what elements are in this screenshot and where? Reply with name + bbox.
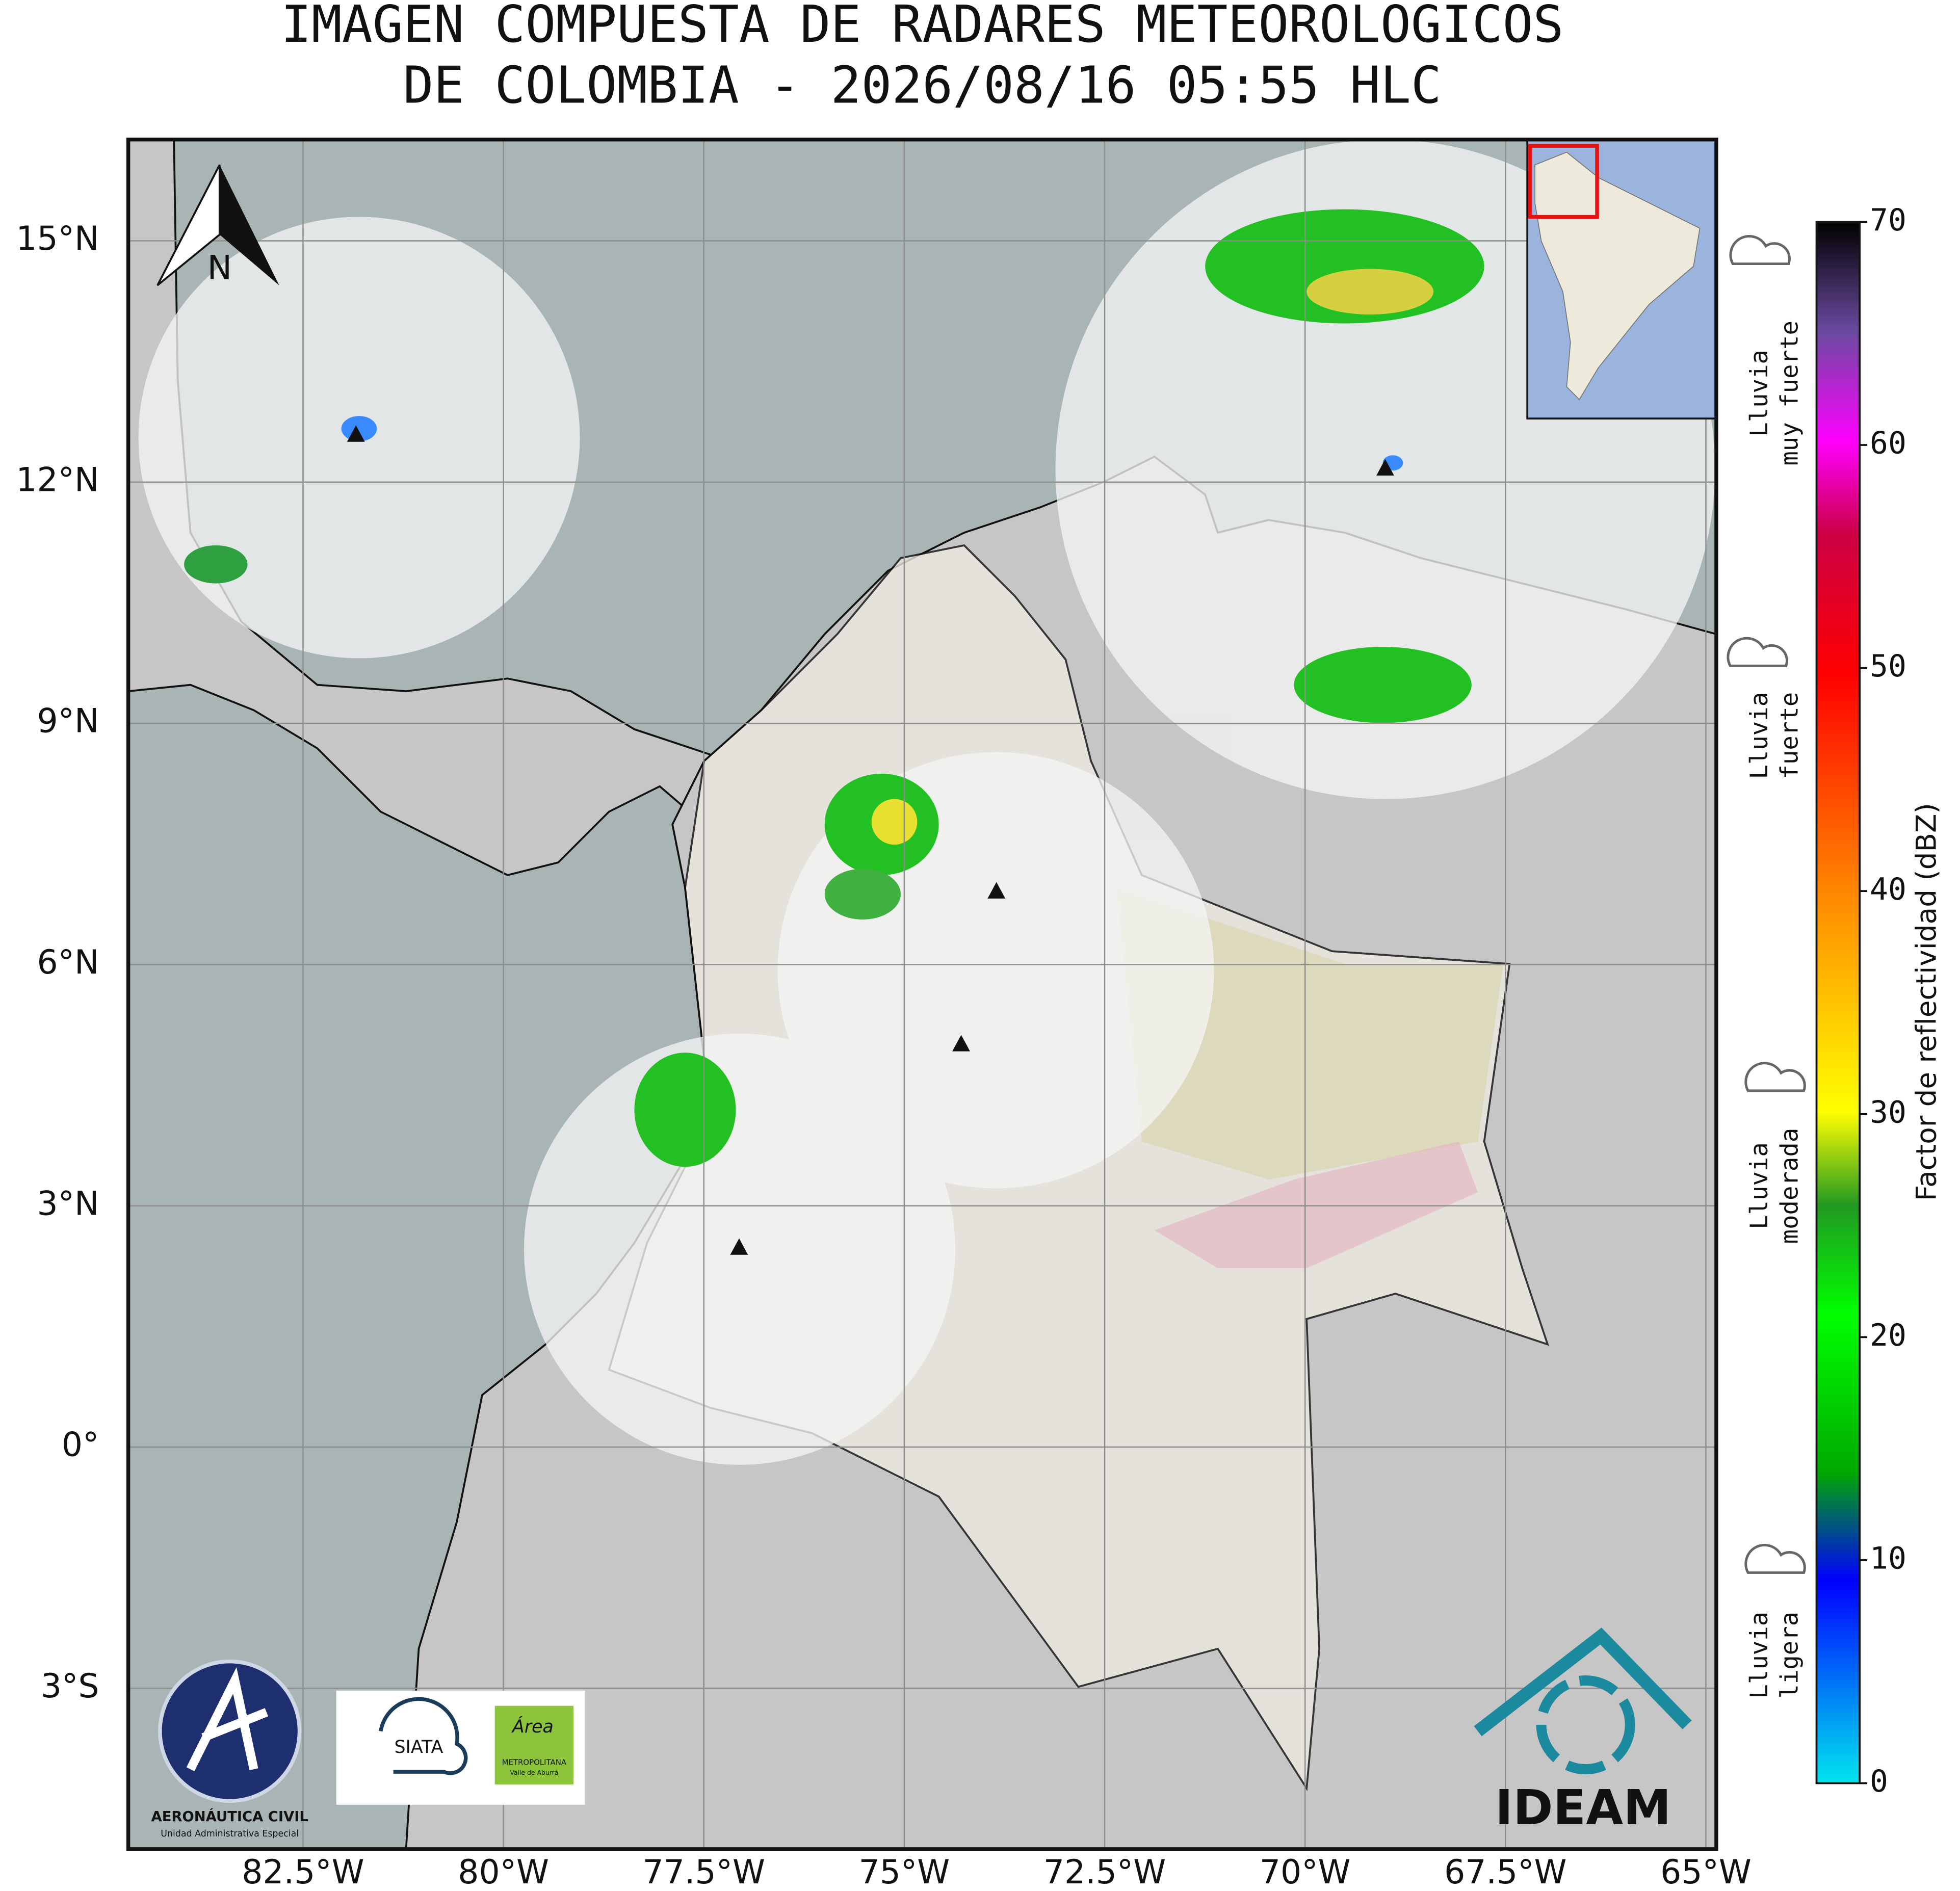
area-logo xyxy=(494,1705,574,1784)
legend-text: Lluvia xyxy=(1745,692,1773,779)
x-tick-label: 67.5°W xyxy=(1444,1853,1566,1891)
inset-map xyxy=(1526,139,1716,419)
radar-site xyxy=(952,1035,970,1052)
title-line: DE COLOMBIA - 2026/08/16 05:55 HLC xyxy=(403,57,1442,115)
colorbar-tick-label: 0 xyxy=(1870,1764,1888,1799)
legend-text: Lluvia xyxy=(1745,1142,1773,1229)
legend-text: Lluvia xyxy=(1745,1612,1773,1699)
x-tick-label: 75°W xyxy=(859,1853,950,1891)
map-body xyxy=(128,139,1716,1849)
logo-text: AERONÁUTICA CIVIL xyxy=(151,1808,308,1825)
axes: 82.5°W 80°W 77.5°W 75°W 72.5°W 70°W 67.5°W 65°W… xyxy=(16,220,1751,1891)
rain-echoes xyxy=(184,209,1484,1167)
colorbar-tick-label: 10 xyxy=(1870,1541,1906,1577)
legend-text: ligera xyxy=(1776,1612,1804,1699)
y-tick-label: 6°N xyxy=(37,943,99,982)
radar-site xyxy=(347,425,365,442)
colorbar-tick-label: 70 xyxy=(1870,203,1906,238)
legend-text: fuerte xyxy=(1776,692,1804,779)
terrain xyxy=(1154,1141,1478,1269)
colorbar-tick-label: 50 xyxy=(1870,649,1906,684)
colorbar-tick-label: 40 xyxy=(1870,872,1906,907)
colorbar xyxy=(1815,221,1861,1784)
y-tick-label: 0° xyxy=(62,1426,99,1464)
logos: AERONÁUTICA CIVIL Unidad Administrativa … xyxy=(151,1627,1692,1839)
logo-text: METROPOLITANA xyxy=(502,1758,567,1767)
grid xyxy=(128,139,1716,1849)
legend-text: moderada xyxy=(1776,1128,1804,1244)
legend-text: Lluvia xyxy=(1745,350,1773,437)
y-tick-label: 9°N xyxy=(37,702,99,741)
logo-text: SIATA xyxy=(394,1737,443,1757)
colorbar-ticks: 0 10 20 30 40 50 60 70 xyxy=(1860,203,1906,1799)
radar-site xyxy=(730,1238,748,1255)
colorbar-tick-label: 60 xyxy=(1870,426,1906,461)
x-tick-label: 80°W xyxy=(458,1853,549,1891)
y-tick-label: 15°N xyxy=(16,220,99,258)
y-tick-label: 3°N xyxy=(37,1185,99,1223)
logo-text: IDEAM xyxy=(1495,1780,1671,1836)
legend-text: muy fuerte xyxy=(1776,321,1804,466)
colorbar-label: Factor de reflectividad (dBZ) xyxy=(1910,803,1943,1201)
y-tick-label: 3°S xyxy=(41,1667,99,1705)
x-tick-label: 77.5°W xyxy=(643,1853,765,1891)
x-tick-label: 65°W xyxy=(1660,1853,1752,1891)
x-tick-label: 72.5°W xyxy=(1043,1853,1166,1891)
logo-text: Valle de Aburrá xyxy=(510,1769,558,1776)
colorbar-tick-label: 30 xyxy=(1870,1095,1906,1130)
radar-site xyxy=(1376,459,1394,476)
x-tick-label: 82.5°W xyxy=(242,1853,364,1891)
radar-sites xyxy=(347,425,1394,1255)
y-tick-label: 12°N xyxy=(16,461,99,499)
logo-text: Área xyxy=(511,1716,554,1737)
map-frame xyxy=(126,137,1718,1851)
colorbar-tick-label: 20 xyxy=(1870,1318,1906,1353)
radar-site xyxy=(987,882,1006,899)
x-tick-label: 70°W xyxy=(1260,1853,1351,1891)
title-line: IMAGEN COMPUESTA DE RADARES METEOROLOGIC… xyxy=(281,0,1563,54)
north-label: N xyxy=(207,249,232,287)
logo-text: Unidad Administrativa Especial xyxy=(161,1829,299,1839)
